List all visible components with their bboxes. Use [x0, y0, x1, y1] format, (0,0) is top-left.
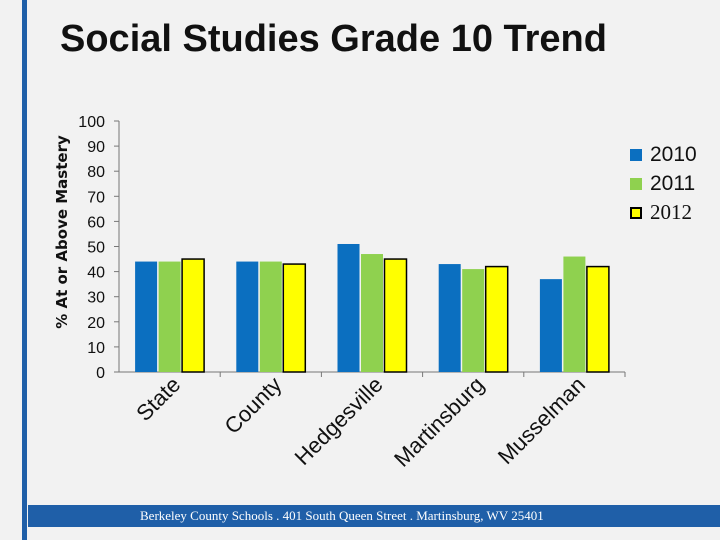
x-category-label: State: [131, 372, 185, 426]
legend-swatch-2011: [630, 177, 642, 190]
y-tick-label: 40: [87, 265, 105, 282]
y-tick-label: 70: [87, 189, 105, 206]
legend-swatch-2010: [630, 148, 642, 161]
left-accent-rule: [22, 0, 27, 540]
bar-2011-musselman: [563, 256, 586, 372]
page-title: Social Studies Grade 10 Trend: [60, 18, 607, 60]
x-category-label: County: [220, 372, 287, 439]
bar-2012-hedgesville: [383, 258, 408, 373]
bar-2012-martinsburg: [484, 265, 509, 373]
bar-2011-hedgesville: [361, 254, 383, 372]
y-tick-label: 60: [87, 214, 105, 231]
y-tick-label: 90: [87, 139, 105, 156]
y-tick-label: 50: [87, 240, 105, 257]
legend-swatch-2012: [630, 206, 642, 219]
bar-2011-martinsburg: [462, 269, 485, 372]
x-category-label: Musselman: [493, 372, 590, 469]
bar-2010-hedgesville: [337, 243, 360, 372]
bar-2012-county: [282, 263, 307, 373]
y-tick-label: 20: [87, 315, 105, 332]
y-tick-label: 10: [87, 340, 105, 357]
footer-bar: Berkeley County Schools . 401 South Quee…: [28, 505, 720, 527]
x-category-label: Martinsburg: [389, 372, 489, 472]
x-category-label: Hedgesville: [290, 372, 388, 470]
bar-2010-state: [135, 261, 158, 372]
bar-2012-musselman: [586, 265, 610, 373]
legend-item-2010: 2010: [630, 140, 697, 169]
bar-2010-martinsburg: [438, 264, 461, 372]
legend-item-2012: 2012: [630, 198, 697, 227]
legend-label-2011: 2011: [650, 171, 696, 195]
legend-label-2010: 2010: [650, 142, 697, 166]
legend-label-2012: 2012: [650, 200, 692, 224]
bar-2010-county: [236, 261, 259, 372]
legend-item-2011: 2011: [630, 169, 697, 198]
y-tick-label: 0: [96, 365, 105, 382]
bar-2011-county: [259, 261, 282, 372]
bar-2011-state: [158, 261, 181, 372]
y-tick-label: 100: [78, 114, 105, 131]
chart-legend: 2010 2011 2012: [630, 140, 697, 227]
bar-2010-musselman: [539, 279, 562, 372]
bar-2012-state: [181, 258, 205, 373]
y-tick-label: 80: [87, 164, 105, 181]
y-tick-label: 30: [87, 290, 105, 307]
